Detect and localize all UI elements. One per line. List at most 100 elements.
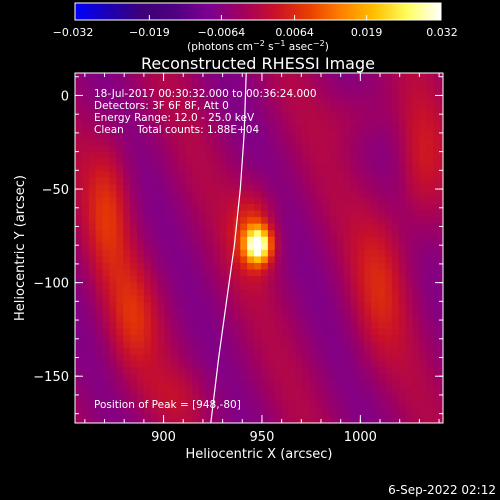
heatmap-pixel [192, 407, 200, 415]
heatmap-pixel [343, 341, 352, 349]
heatmap-pixel [391, 315, 400, 323]
heatmap-pixel [75, 177, 83, 185]
heatmap-pixel [150, 249, 159, 258]
heatmap-pixel [336, 276, 345, 284]
info-time-range: 18-Jul-2017 00:30:32.000 to 00:36:24.000 [94, 88, 317, 100]
heatmap-pixel [150, 125, 159, 133]
heatmap-pixel [240, 276, 248, 284]
heatmap-pixel [164, 230, 173, 238]
heatmap-pixel [405, 256, 414, 264]
heatmap-pixel [405, 341, 414, 349]
heatmap-pixel [192, 282, 200, 290]
heatmap-pixel [329, 262, 338, 271]
heatmap-pixel [130, 269, 138, 277]
heatmap-pixel [433, 105, 441, 113]
heatmap-pixel [171, 230, 179, 238]
heatmap-pixel [192, 171, 200, 179]
heatmap-pixel [88, 73, 97, 81]
heatmap-pixel [371, 348, 379, 356]
heatmap-pixel [212, 380, 221, 389]
heatmap-pixel [309, 315, 317, 323]
heatmap-pixel [219, 308, 228, 316]
heatmap-pixel [371, 282, 379, 290]
heatmap-pixel [75, 387, 83, 395]
heatmap-pixel [157, 361, 166, 369]
heatmap-pixel [295, 236, 303, 244]
heatmap-pixel [316, 73, 324, 81]
heatmap-pixel [412, 282, 420, 290]
heatmap-pixel [288, 112, 297, 120]
heatmap-pixel [295, 295, 303, 303]
heatmap-pixel [150, 262, 159, 271]
heatmap-pixel [192, 256, 200, 264]
heatmap-pixel [426, 99, 434, 107]
heatmap-pixel [364, 164, 372, 172]
heatmap-pixel [309, 236, 317, 244]
heatmap-pixel [157, 79, 166, 87]
heatmap-pixel [212, 393, 221, 402]
heatmap-pixel [309, 282, 317, 290]
heatmap-pixel [157, 256, 166, 264]
heatmap-pixel [419, 164, 427, 172]
heatmap-pixel [364, 99, 372, 107]
heatmap-pixel [116, 138, 124, 146]
heatmap-pixel [109, 204, 117, 212]
heatmap-pixel [123, 177, 131, 185]
heatmap-pixel [295, 374, 303, 382]
heatmap-pixel [254, 289, 262, 297]
heatmap-pixel [254, 158, 262, 166]
heatmap-pixel [247, 99, 255, 107]
heatmap-pixel [95, 348, 104, 356]
heatmap-pixel [398, 79, 407, 87]
heatmap-pixel [419, 321, 427, 330]
heatmap-pixel [329, 341, 338, 349]
heatmap-pixel [412, 367, 420, 375]
heatmap-pixel [178, 335, 186, 343]
heatmap-pixel [212, 204, 221, 212]
heatmap-pixel [123, 86, 131, 94]
heatmap-pixel [136, 73, 145, 81]
heatmap-pixel [205, 190, 214, 199]
heatmap-pixel [281, 86, 290, 94]
heatmap-pixel [102, 79, 111, 87]
heatmap-pixel [130, 217, 138, 225]
heatmap-pixel [412, 177, 420, 185]
heatmap-pixel [440, 289, 443, 297]
heatmap-pixel [426, 164, 434, 172]
heatmap-pixel [322, 125, 331, 133]
heatmap-pixel [240, 335, 248, 343]
heatmap-pixel [398, 158, 407, 166]
heatmap-pixel [343, 387, 352, 395]
heatmap-pixel [302, 400, 310, 408]
heatmap-pixel [171, 295, 179, 303]
heatmap-pixel [378, 380, 386, 389]
heatmap-pixel [164, 190, 173, 199]
heatmap-pixel [212, 131, 221, 140]
heatmap-pixel [433, 79, 441, 87]
heatmap-pixel [440, 217, 443, 225]
heatmap-pixel [405, 374, 414, 382]
heatmap-pixel [302, 236, 310, 244]
heatmap-pixel [212, 400, 221, 408]
heatmap-pixel [426, 393, 434, 402]
heatmap-pixel [288, 374, 297, 382]
heatmap-pixel [102, 282, 111, 290]
heatmap-pixel [102, 125, 111, 133]
heatmap-pixel [384, 105, 393, 113]
heatmap-pixel [426, 210, 434, 218]
heatmap-pixel [150, 158, 159, 166]
heatmap-pixel [371, 361, 379, 369]
heatmap-pixel [281, 354, 290, 362]
heatmap-pixel [398, 249, 407, 258]
heatmap-pixel [205, 230, 214, 238]
heatmap-pixel [384, 348, 393, 356]
heatmap-pixel [226, 256, 235, 264]
heatmap-pixel [316, 131, 324, 140]
heatmap-pixel [150, 367, 159, 375]
heatmap-pixel [178, 177, 186, 185]
heatmap-pixel [171, 217, 179, 225]
heatmap-pixel [192, 315, 200, 323]
heatmap-pixel [130, 243, 138, 251]
heatmap-pixel [405, 204, 414, 212]
heatmap-pixel [322, 256, 331, 264]
